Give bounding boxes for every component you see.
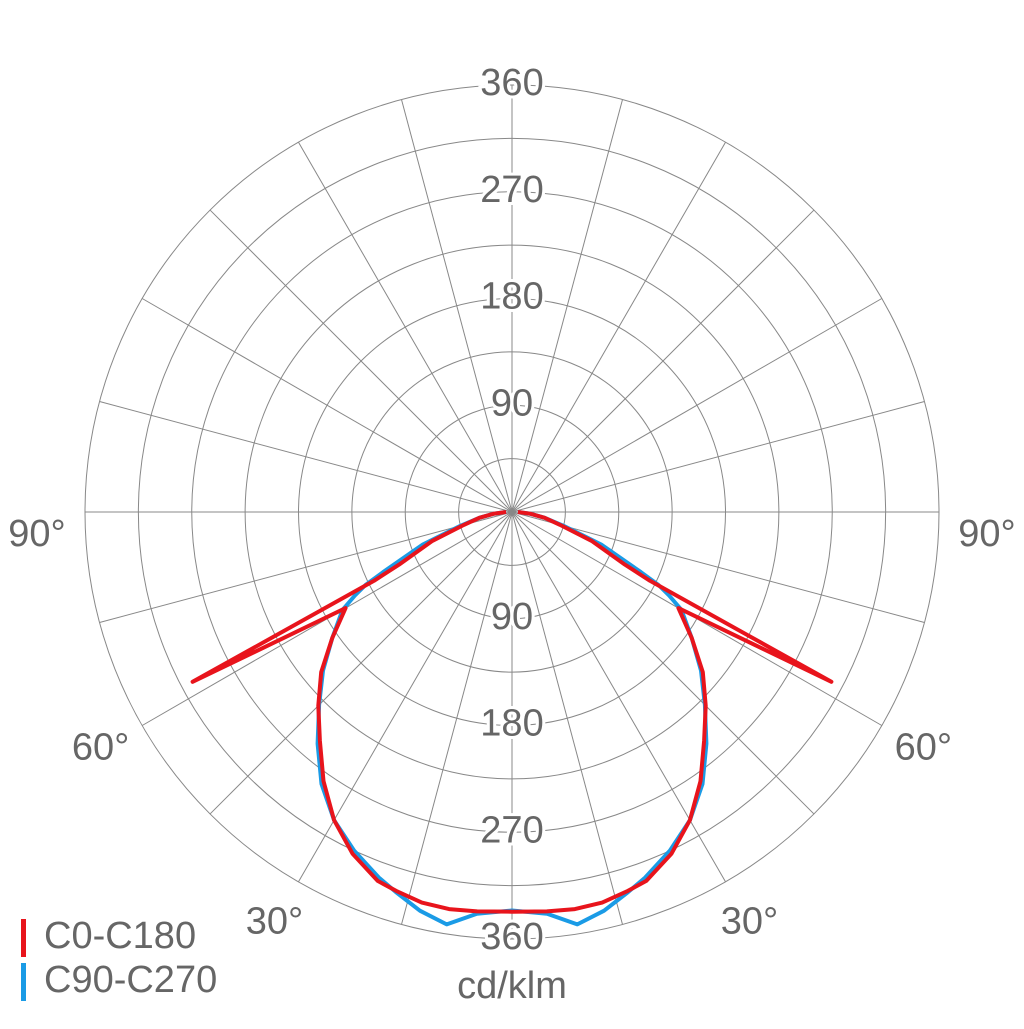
- angle-tick-label: 60°: [895, 727, 952, 769]
- grid-spoke: [141, 298, 513, 513]
- r-tick-label: 90: [491, 596, 533, 638]
- legend-swatch: [21, 919, 26, 957]
- grid-spoke: [511, 209, 815, 513]
- r-tick-label: 270: [480, 169, 543, 211]
- grid-spoke: [99, 401, 513, 513]
- angle-tick-label: 60°: [72, 727, 129, 769]
- legend-label: C0-C180: [44, 915, 196, 957]
- series-line: [190, 510, 834, 914]
- grid-spoke: [511, 401, 925, 513]
- grid-spoke: [401, 99, 513, 513]
- r-tick-label: 270: [480, 809, 543, 851]
- grid-spoke: [401, 511, 513, 925]
- grid-spoke: [511, 99, 623, 513]
- grid-spoke: [511, 141, 726, 513]
- grid-spoke: [511, 511, 815, 815]
- legend-swatch: [21, 963, 26, 1001]
- grid-spoke: [298, 141, 513, 513]
- grid-spoke: [511, 511, 925, 623]
- legend-label: C90-C270: [44, 959, 217, 1001]
- grid-spoke: [511, 298, 883, 513]
- r-tick-label: 180: [480, 276, 543, 318]
- grid-spoke: [99, 511, 513, 623]
- angle-tick-label: 30°: [246, 900, 303, 942]
- r-tick-label: 360: [480, 916, 543, 958]
- angle-tick-label: 90°: [8, 513, 65, 555]
- angle-tick-label: 30°: [721, 900, 778, 942]
- r-tick-label: 360: [480, 62, 543, 104]
- grid-spoke: [511, 511, 726, 883]
- axis-label: cd/klm: [457, 965, 567, 1007]
- grid-spoke: [511, 511, 623, 925]
- angle-tick-label: 90°: [958, 513, 1015, 555]
- r-tick-label: 90: [491, 382, 533, 424]
- grid-spoke: [209, 209, 513, 513]
- grid-spoke: [209, 511, 513, 815]
- r-tick-label: 180: [480, 703, 543, 745]
